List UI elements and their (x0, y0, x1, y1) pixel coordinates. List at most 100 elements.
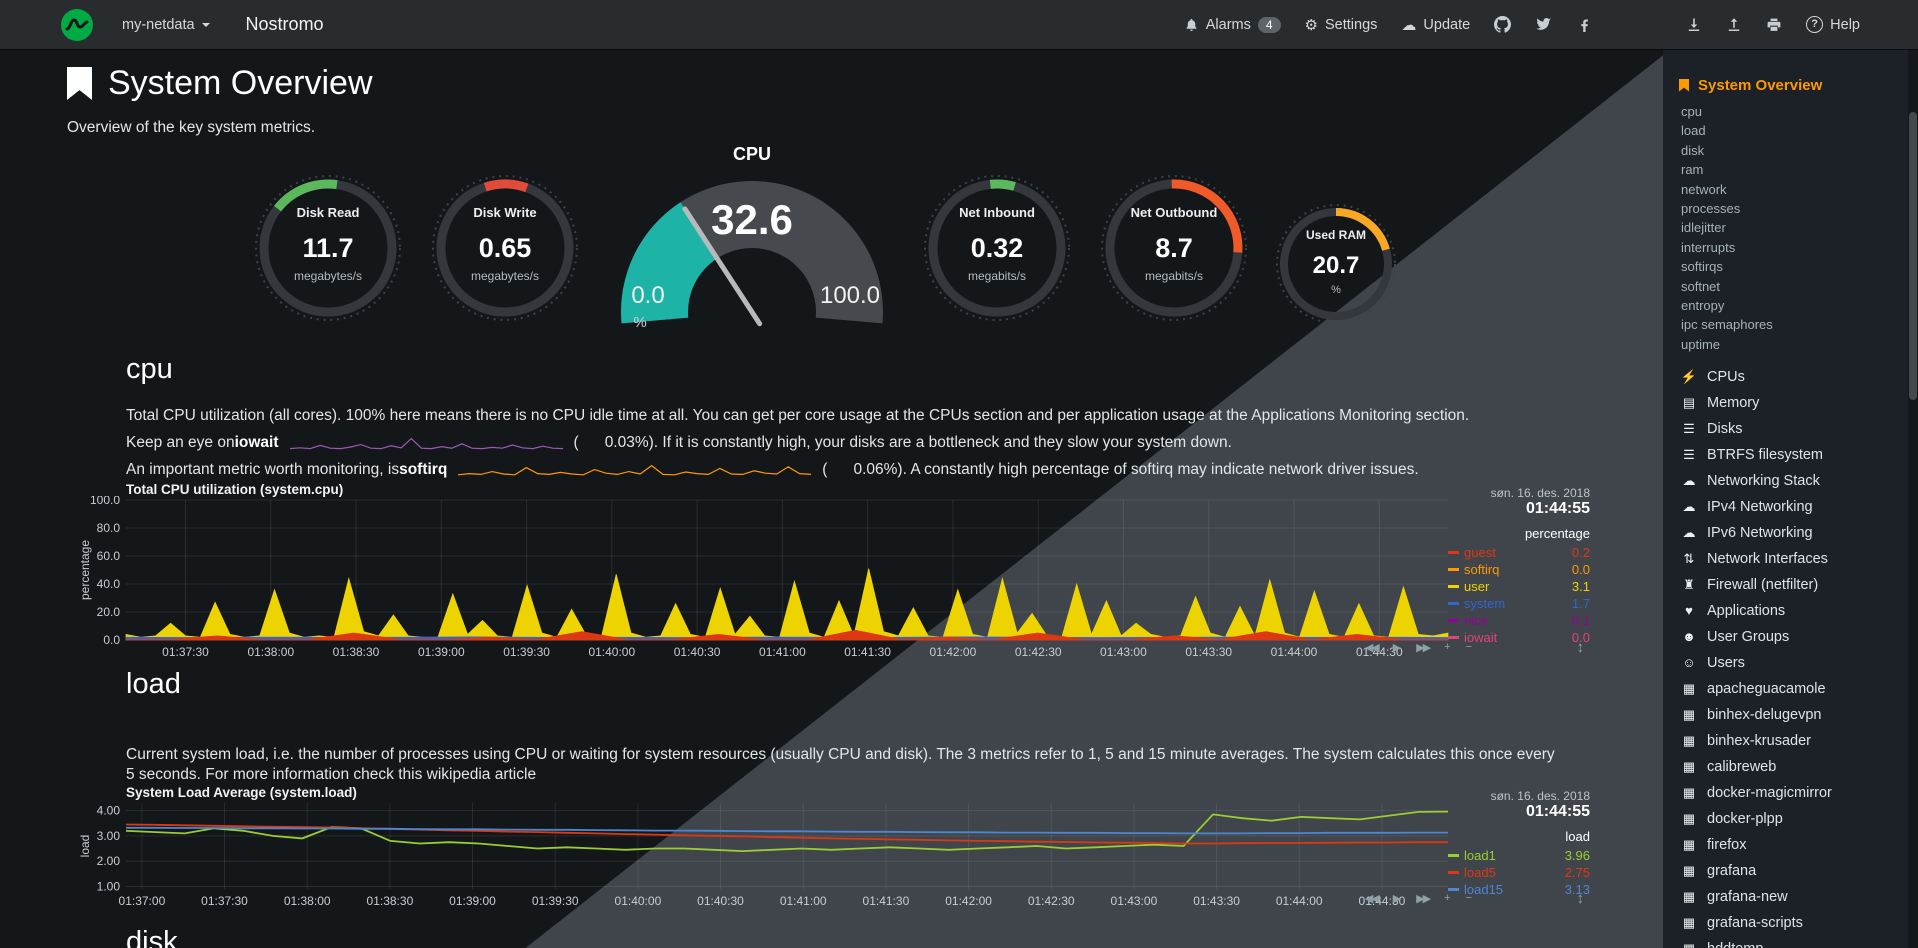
legend-item-load5[interactable]: load5 2.75 (1448, 864, 1590, 881)
sidebar-subitem-ram[interactable]: ram (1681, 162, 1704, 178)
sidebar-item-system-overview[interactable]: System Overview (1679, 72, 1918, 98)
sidebar-item-cpus[interactable]: ⚡ CPUs (1679, 364, 1918, 390)
sidebar-item-docker-magicmirror[interactable]: ▦ docker-magicmirror (1679, 780, 1918, 806)
iowait-sparkline[interactable] (289, 435, 564, 451)
zoom-in-icon[interactable]: + (1444, 641, 1451, 653)
sidebar-item-ipv4-networking[interactable]: ☁ IPv4 Networking (1679, 494, 1918, 520)
legend-item-guest[interactable]: guest 0.2 (1448, 544, 1590, 561)
legend-swatch (1448, 636, 1459, 639)
cpu-gauge-max: 100.0 (819, 282, 881, 309)
sidebar-item-firewall-netfilter-[interactable]: ♜ Firewall (netfilter) (1679, 572, 1918, 598)
sidebar-item-network-interfaces[interactable]: ⇅ Network Interfaces (1679, 546, 1918, 572)
gauge-label: Net Inbound (959, 205, 1035, 220)
scrollbar-thumb[interactable] (1909, 112, 1917, 400)
import-snapshot-button[interactable] (1726, 17, 1742, 32)
sidebar-subitem-uptime[interactable]: uptime (1681, 336, 1721, 352)
sidebar-subitem-idlejitter[interactable]: idlejitter (1681, 220, 1726, 236)
play-icon[interactable]: ▶ (1392, 642, 1402, 654)
sidebar-item-label: IPv4 Networking (1707, 499, 1813, 516)
sidebar-item-binhex-delugevpn[interactable]: ▦ binhex-delugevpn (1679, 702, 1918, 728)
netdata-logo[interactable] (60, 8, 94, 42)
settings-button[interactable]: ⚙ Settings (1305, 16, 1378, 34)
sidebar-subitem-processes[interactable]: processes (1681, 200, 1741, 216)
softirq-sparkline[interactable] (457, 462, 812, 478)
gauge-disk-write[interactable]: Disk Write 0.65 megabytes/s (430, 173, 580, 323)
sidebar-item-calibreweb[interactable]: ▦ calibreweb (1679, 754, 1918, 780)
container-icon: ▦ (1682, 837, 1696, 853)
load-chart-canvas[interactable]: 1.00 2.00 3.00 4.00 01:37:00 01:37:30 01:38:00… (78, 799, 1450, 911)
sidebar-item-user-groups[interactable]: ☻ User Groups (1679, 624, 1918, 650)
svg-text:01:43:00: 01:43:00 (1111, 894, 1158, 908)
legend-item-softirq[interactable]: softirq 0.0 (1448, 561, 1590, 578)
github-link[interactable] (1494, 16, 1512, 33)
legend-swatch (1448, 585, 1459, 588)
sidebar-item-apacheguacamole[interactable]: ▦ apacheguacamole (1679, 676, 1918, 702)
pan-backward-icon[interactable]: ◀◀ (1364, 893, 1380, 905)
gauge-net-inbound[interactable]: Net Inbound 0.32 megabits/s (922, 173, 1072, 323)
pan-forward-icon[interactable]: ▶▶ (1416, 893, 1431, 905)
update-button[interactable]: ☁ Update (1401, 16, 1470, 34)
pan-forward-icon[interactable]: ▶▶ (1416, 642, 1431, 654)
gauge-value: 20.7 (1312, 252, 1360, 279)
play-icon[interactable]: ▶ (1392, 893, 1402, 905)
legend-value: 1.7 (1571, 596, 1590, 611)
sidebar-item-label: firefox (1707, 837, 1747, 854)
svg-text:01:43:00: 01:43:00 (1100, 645, 1147, 659)
sidebar-subitem-softnet[interactable]: softnet (1681, 278, 1721, 294)
legend-item-nice[interactable]: nice 0.1 (1448, 612, 1590, 629)
legend-item-load15[interactable]: load15 3.13 (1448, 881, 1590, 898)
sidebar-item-networking-stack[interactable]: ☁ Networking Stack (1679, 468, 1918, 494)
sidebar-subitem-load[interactable]: load (1681, 123, 1706, 139)
sidebar-subitem-interrupts[interactable]: interrupts (1681, 239, 1736, 255)
hostname[interactable]: Nostromo (245, 14, 324, 34)
sidebar-subitem-disk[interactable]: disk (1681, 142, 1705, 158)
cpu-chart-canvas[interactable]: 0.0 20.0 40.0 60.0 80.0 100.0 01:37:30 01:38:00… (78, 496, 1450, 662)
gauge-cpu[interactable]: CPU 32.6 0.0 100.0 % (618, 144, 886, 394)
sidebar-item-grafana-scripts[interactable]: ▦ grafana-scripts (1679, 910, 1918, 936)
right-sidebar: System Overview cpu load disk ram network pro… (1663, 50, 1918, 948)
sidebar-item-disks[interactable]: ☰ Disks (1679, 416, 1918, 442)
sidebar-item-users[interactable]: ☺ Users (1679, 650, 1918, 676)
legend-item-iowait[interactable]: iowait 0.0 (1448, 629, 1590, 646)
sidebar-subitem-entropy[interactable]: entropy (1681, 297, 1725, 313)
gauge-disk-read[interactable]: Disk Read 11.7 megabytes/s (253, 173, 403, 323)
twitter-link[interactable] (1535, 16, 1552, 33)
sidebar-item-docker-plpp[interactable]: ▦ docker-plpp (1679, 806, 1918, 832)
legend-swatch (1448, 619, 1459, 622)
facebook-icon (1581, 18, 1589, 32)
zoom-in-icon[interactable]: + (1444, 892, 1451, 904)
sidebar-item-firefox[interactable]: ▦ firefox (1679, 832, 1918, 858)
sidebar-item-grafana-new[interactable]: ▦ grafana-new (1679, 884, 1918, 910)
svg-text:01:44:30: 01:44:30 (1356, 645, 1403, 659)
print-button[interactable] (1766, 17, 1782, 33)
pan-backward-icon[interactable]: ◀◀ (1364, 642, 1380, 654)
zoom-out-icon[interactable]: − (1465, 892, 1472, 904)
sidebar-item-btrfs-filesystem[interactable]: ☰ BTRFS filesystem (1679, 442, 1918, 468)
sidebar-subitem-network[interactable]: network (1681, 181, 1727, 197)
sidebar-subitem-cpu[interactable]: cpu (1681, 104, 1702, 119)
sidebar-item-hddtemp[interactable]: ▦ hddtemp (1679, 936, 1918, 948)
my-netdata-menu[interactable]: my-netdata (122, 17, 210, 33)
load-chart-resize-handle[interactable]: ↕ (1576, 890, 1585, 907)
legend-item-load1[interactable]: load1 3.96 (1448, 847, 1590, 864)
legend-item-system[interactable]: system 1.7 (1448, 595, 1590, 612)
sidebar-item-label: grafana-new (1707, 889, 1788, 906)
gauge-net-outbound[interactable]: Net Outbound 8.7 megabits/s (1099, 173, 1249, 323)
gauge-label: Net Outbound (1130, 205, 1218, 220)
sidebar-item-grafana[interactable]: ▦ grafana (1679, 858, 1918, 884)
zoom-out-icon[interactable]: − (1465, 641, 1472, 653)
sidebar-subitem-ipc-semaphores[interactable]: ipc semaphores (1681, 317, 1773, 333)
help-button[interactable]: ? Help (1806, 16, 1860, 33)
sidebar-item-ipv6-networking[interactable]: ☁ IPv6 Networking (1679, 520, 1918, 546)
facebook-link[interactable] (1576, 17, 1592, 33)
cpu-chart-resize-handle[interactable]: ↕ (1576, 639, 1585, 656)
sidebar-item-binhex-krusader[interactable]: ▦ binhex-krusader (1679, 728, 1918, 754)
sidebar-item-applications[interactable]: ♥ Applications (1679, 598, 1918, 624)
gauge-used-ram[interactable]: Used RAM 20.7 % (1274, 202, 1398, 326)
sidebar-subitem-softirqs[interactable]: softirqs (1681, 259, 1723, 275)
sidebar-item-memory[interactable]: ▤ Memory (1679, 390, 1918, 416)
alarms-button[interactable]: Alarms 4 (1184, 16, 1281, 33)
page-scrollbar[interactable] (1908, 50, 1918, 948)
legend-item-user[interactable]: user 3.1 (1448, 578, 1590, 595)
export-snapshot-button[interactable] (1686, 17, 1702, 32)
